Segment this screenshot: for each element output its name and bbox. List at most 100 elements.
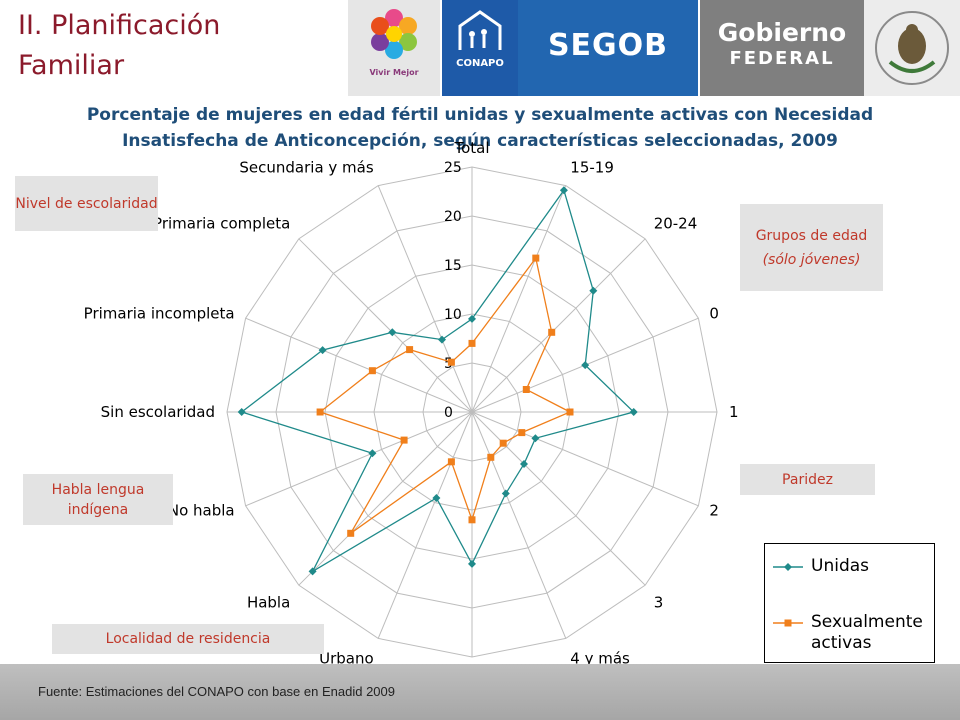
data-point bbox=[518, 429, 526, 437]
data-point bbox=[559, 186, 568, 195]
grid-spoke bbox=[471, 411, 567, 639]
category-label: 3 bbox=[654, 594, 664, 612]
data-point bbox=[447, 458, 455, 466]
data-point bbox=[347, 529, 355, 537]
series-layer bbox=[237, 186, 638, 576]
data-point bbox=[501, 489, 510, 498]
data-point bbox=[629, 408, 638, 416]
group-label-edad: Grupos de edad bbox=[755, 227, 868, 244]
group-label-localidad: Localidad de residencia bbox=[105, 631, 271, 647]
series-sexualmente-activas bbox=[316, 254, 574, 537]
data-point bbox=[531, 434, 540, 443]
data-point bbox=[548, 328, 556, 336]
category-label: No habla bbox=[168, 501, 235, 519]
data-point bbox=[432, 494, 441, 502]
series-unidas bbox=[237, 186, 638, 576]
vivir-mejor-logo: Vivir Mejor bbox=[348, 0, 440, 96]
vivir-mejor-label: Vivir Mejor bbox=[369, 68, 419, 77]
group-box-escolaridad: Nivel de escolaridad bbox=[15, 176, 158, 231]
group-label-paridez: Paridez bbox=[782, 471, 833, 488]
data-point bbox=[318, 346, 327, 355]
group-box-lengua: Habla lengua indígena bbox=[23, 474, 173, 525]
radial-tick-label: 10 bbox=[444, 307, 462, 323]
data-point bbox=[316, 408, 324, 416]
grid-spoke bbox=[298, 411, 473, 586]
radial-tick-label: 25 bbox=[444, 160, 462, 176]
data-point bbox=[388, 328, 397, 337]
grid-spoke bbox=[377, 411, 473, 639]
category-label: Primaria completa bbox=[153, 214, 290, 232]
category-label: 4 y más bbox=[570, 649, 630, 667]
data-point bbox=[468, 559, 476, 568]
flower-icon bbox=[371, 9, 417, 59]
data-point bbox=[468, 339, 476, 347]
grid-spoke bbox=[377, 185, 473, 413]
category-label: 1 bbox=[729, 403, 739, 421]
data-point bbox=[522, 386, 530, 393]
chart-title: Porcentaje de mujeres en edad fértil uni… bbox=[86, 105, 874, 151]
section-title-box: II. Planificación Familiar bbox=[0, 0, 345, 96]
group-note-edad: (sólo jóvenes) bbox=[762, 251, 861, 268]
source-note: Fuente: Estimaciones del CONAPO con base… bbox=[38, 684, 395, 699]
category-label: Habla bbox=[247, 594, 290, 612]
category-label: Sin escolaridad bbox=[101, 403, 215, 421]
radar-grid bbox=[226, 166, 718, 658]
footer: Fuente: Estimaciones del CONAPO con base… bbox=[0, 664, 960, 720]
data-point bbox=[520, 460, 528, 468]
series-line bbox=[318, 256, 572, 534]
group-box-paridez: Paridez bbox=[740, 464, 875, 495]
radial-tick-label: 0 bbox=[444, 405, 453, 421]
grid-spoke bbox=[471, 411, 646, 586]
data-point bbox=[468, 516, 476, 524]
data-point bbox=[566, 408, 574, 416]
legend-label-sexualmente-activas: Sexualmente activas bbox=[811, 612, 923, 653]
conapo-label: CONAPO bbox=[456, 58, 504, 69]
segob-logo: SEGOB bbox=[518, 0, 698, 96]
segob-label: SEGOB bbox=[547, 28, 669, 63]
data-point bbox=[237, 408, 246, 416]
grid-spoke bbox=[471, 411, 699, 507]
data-point bbox=[400, 436, 408, 444]
data-point bbox=[487, 453, 495, 461]
radial-tick-label: 20 bbox=[444, 209, 462, 225]
chart-legend: Unidas Sexualmente activas bbox=[764, 543, 935, 663]
data-point bbox=[308, 567, 317, 576]
conapo-logo: CONAPO bbox=[442, 0, 518, 96]
category-label: Secundaria y más bbox=[239, 159, 373, 177]
legend-label-unidas: Unidas bbox=[811, 556, 870, 576]
category-label: 20-24 bbox=[654, 214, 698, 232]
category-label: Urbano bbox=[319, 649, 374, 667]
legend-markers bbox=[773, 563, 803, 627]
group-box-localidad: Localidad de residencia bbox=[52, 624, 324, 654]
federal-label: FEDERAL bbox=[729, 48, 835, 69]
data-point bbox=[438, 335, 446, 344]
category-label: Primaria incompleta bbox=[84, 305, 235, 323]
group-label-lengua: Habla lengua indígena bbox=[51, 481, 145, 518]
category-label: 15-19 bbox=[570, 159, 614, 177]
group-box-edad: Grupos de edad (sólo jóvenes) bbox=[740, 204, 883, 291]
data-point bbox=[468, 314, 476, 323]
category-label: 0 bbox=[709, 305, 719, 323]
grid-spoke bbox=[471, 238, 646, 413]
data-point bbox=[368, 449, 377, 458]
data-point bbox=[368, 367, 376, 375]
data-point bbox=[589, 286, 598, 295]
legend-marker-unidas bbox=[784, 563, 792, 571]
grid-spoke bbox=[298, 238, 473, 413]
escudo-nacional-logo bbox=[864, 0, 960, 96]
grid-spoke bbox=[471, 185, 567, 413]
grid-spoke bbox=[245, 317, 473, 413]
coat-of-arms-icon bbox=[875, 11, 949, 85]
data-point bbox=[406, 346, 414, 354]
grid-spoke bbox=[245, 411, 473, 507]
group-label-escolaridad: Nivel de escolaridad bbox=[15, 195, 158, 212]
gobierno-federal-logo: Gobierno FEDERAL bbox=[700, 0, 864, 96]
data-point bbox=[499, 439, 507, 447]
data-point bbox=[581, 361, 590, 370]
radial-tick-label: 15 bbox=[444, 258, 462, 274]
category-label: 2 bbox=[709, 501, 719, 519]
section-title: II. Planificación Familiar bbox=[18, 10, 221, 81]
gobierno-label: Gobierno bbox=[717, 18, 847, 47]
legend-marker-sexualmente-activas bbox=[784, 619, 792, 627]
